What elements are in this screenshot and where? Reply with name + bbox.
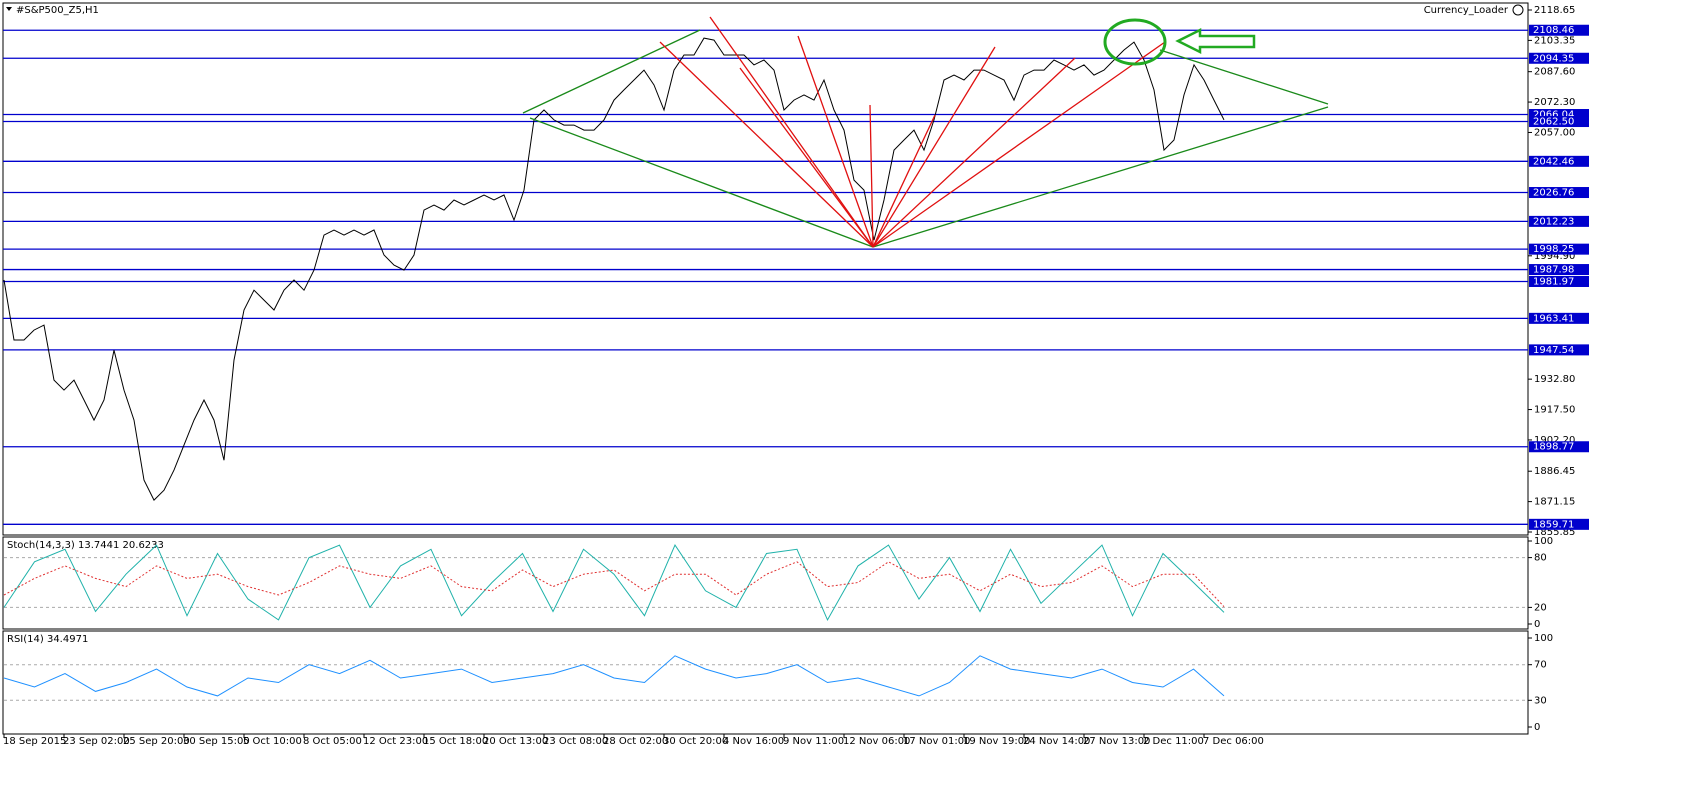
indicator-name: Currency_Loader [1424,5,1509,16]
x-tick-label: 30 Oct 20:00 [663,736,728,747]
y-tick-label: 1871.15 [1534,497,1575,508]
y-tick-label: 1855.85 [1534,527,1575,538]
level-label: 2012.23 [1533,216,1574,227]
x-tick-label: 25 Sep 20:00 [123,736,190,747]
level-label: 1998.25 [1533,244,1574,255]
x-tick-label: 7 Dec 06:00 [1203,736,1264,747]
x-tick-label: 20 Oct 13:00 [483,736,548,747]
smiley-icon [1512,4,1524,16]
level-label: 1947.54 [1533,345,1574,356]
series-line [3,561,1225,607]
x-tick-label: 5 Oct 10:00 [243,736,302,747]
trendline [529,117,874,248]
series-line [3,37,1225,501]
series-line [3,544,1225,622]
drawings [522,16,1329,248]
x-tick-label: 19 Nov 19:00 [963,736,1030,747]
panel-title: Stoch(14,3,3) 13.7441 20.6233 [7,540,164,551]
x-tick-label: 23 Oct 08:00 [543,736,608,747]
level-label: 1859.71 [1533,519,1574,530]
trendline [1159,49,1329,105]
level-label-box [1529,187,1589,199]
x-tick-label: 18 Sep 2015 [3,736,66,747]
level-label-box [1529,344,1589,356]
y-tick-label: 1917.50 [1534,405,1575,416]
x-tick-label: 24 Nov 14:00 [1023,736,1090,747]
y-tick-label: 2072.30 [1534,97,1575,108]
highlight-circle [1103,18,1167,66]
level-label-box [1529,312,1589,324]
fan-line [797,35,874,248]
level-label: 2062.50 [1533,117,1574,128]
y-tick-label: 2103.35 [1534,35,1575,46]
level-label: 1898.77 [1533,442,1574,453]
x-tick-label: 27 Nov 13:00 [1083,736,1150,747]
fan-line [872,46,996,248]
y-tick-label: 2118.65 [1534,5,1575,16]
x-tick-label: 12 Oct 23:00 [363,736,428,747]
level-label: 2042.46 [1533,156,1574,167]
fan-line [709,16,874,248]
fan-line [869,104,874,248]
level-label-box [1529,243,1589,255]
level-label-box [1529,215,1589,227]
y-tick-label: 100 [1534,536,1553,547]
level-label: 1963.41 [1533,313,1574,324]
x-tick-label: 15 Oct 18:00 [423,736,488,747]
y-tick-label: 1886.45 [1534,466,1575,477]
stoch-panel [2,536,1529,630]
level-label: 1981.97 [1533,276,1574,287]
y-tick-label: 80 [1534,553,1547,564]
level-label-box [1529,441,1589,453]
arrow [1175,27,1256,55]
y-tick-label: 30 [1534,695,1547,706]
fan-line [872,114,936,248]
x-tick-label: 2 Dec 11:00 [1143,736,1204,747]
x-tick-label: 9 Nov 11:00 [783,736,844,747]
x-tick-label: 8 Oct 05:00 [303,736,362,747]
trendline [522,29,701,114]
y-tick-label: 1994.90 [1534,251,1575,262]
level-label: 1987.98 [1533,265,1574,276]
level-label: 2094.35 [1533,53,1574,64]
menu-icon[interactable] [6,7,12,11]
x-tick-label: 23 Sep 02:00 [63,736,130,747]
panel-title: RSI(14) 34.4971 [7,634,88,645]
x-tick-label: 28 Oct 02:00 [603,736,668,747]
x-tick-label: 17 Nov 01:00 [903,736,970,747]
level-label: 2026.76 [1533,188,1574,199]
rsi-panel [2,630,1529,735]
y-tick-label: 2087.60 [1534,67,1575,78]
level-label-box [1529,116,1589,128]
level-label-box [1529,52,1589,64]
level-label: 2108.46 [1533,25,1574,36]
level-label-box [1529,518,1589,530]
level-label-box [1529,264,1589,276]
level-label-box [1529,24,1589,36]
y-tick-label: 100 [1534,633,1553,644]
chart-title: #S&P500_Z5,H1 [16,5,99,16]
fan-line [872,41,1166,248]
level-label-box [1529,108,1589,120]
x-tick-label: 4 Nov 16:00 [723,736,784,747]
level-label: 2066.04 [1533,109,1574,120]
level-label-box [1529,275,1589,287]
x-tick-label: 30 Sep 15:00 [183,736,250,747]
fan-line [872,57,1076,248]
y-tick-label: 0 [1534,619,1540,630]
fan-line [659,41,874,248]
x-tick-label: 12 Nov 06:00 [843,736,910,747]
y-tick-label: 1932.80 [1534,374,1575,385]
y-tick-label: 0 [1534,722,1540,733]
level-label-box [1529,155,1589,167]
y-tick-label: 2057.00 [1534,127,1575,138]
series-line [3,655,1225,697]
trendline [872,106,1329,248]
y-tick-label: 1902.20 [1534,435,1575,446]
y-tick-label: 70 [1534,660,1547,671]
y-tick-label: 20 [1534,602,1547,613]
fan-line [739,67,874,248]
